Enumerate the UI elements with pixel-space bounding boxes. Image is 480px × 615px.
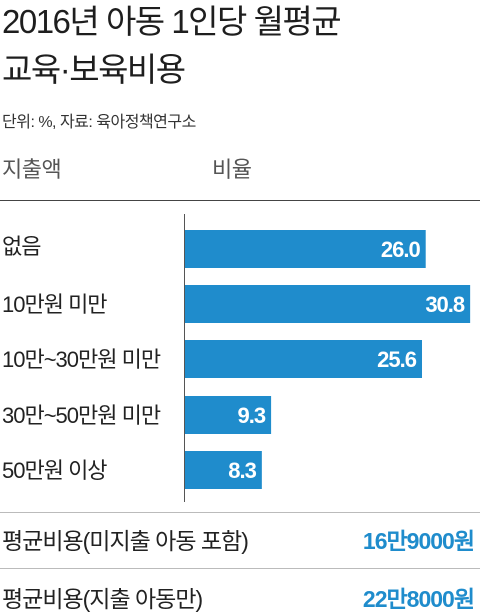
column-header-category: 지출액 xyxy=(2,157,62,182)
category-label: 10만~30만원 미만 xyxy=(2,347,161,372)
summary-divider-top xyxy=(0,512,480,513)
bar-value-label-2: 30.8 xyxy=(425,292,465,317)
bar-value-label-5: 8.3 xyxy=(228,458,256,483)
bar-3 xyxy=(185,340,423,378)
chart-title-line1: 2016년 아동 1인당 월평균 xyxy=(2,3,342,40)
column-header-value: 비율 xyxy=(212,157,252,182)
summary-divider-middle xyxy=(0,568,480,569)
header-divider xyxy=(0,200,480,201)
chart-title-line2: 교육·보육비용 xyxy=(2,51,186,88)
summary-label-all: 평균비용(미지출 아동 포함) xyxy=(2,528,249,554)
category-label: 50만원 이상 xyxy=(2,458,108,483)
summary-value-all: 16만9000원 xyxy=(362,528,475,554)
bar-4 xyxy=(185,396,272,434)
source-note: 단위: %, 자료: 육아정책연구소 xyxy=(2,114,196,131)
bar-value-label-4: 9.3 xyxy=(238,403,266,428)
summary-label-spenders: 평균비용(지출 아동만) xyxy=(2,586,203,612)
bar-value-label-3: 25.6 xyxy=(377,347,417,372)
bar-2 xyxy=(185,285,471,323)
bar-1 xyxy=(185,230,426,268)
summary-value-spenders: 22만8000원 xyxy=(362,586,475,612)
bar-value-label-1: 26.0 xyxy=(381,237,421,262)
category-label: 10만원 미만 xyxy=(2,292,108,317)
category-axis-line xyxy=(184,214,185,502)
bar-5 xyxy=(185,451,262,489)
category-label: 30만~50만원 미만 xyxy=(2,403,161,428)
category-label: 없음 xyxy=(2,234,41,259)
